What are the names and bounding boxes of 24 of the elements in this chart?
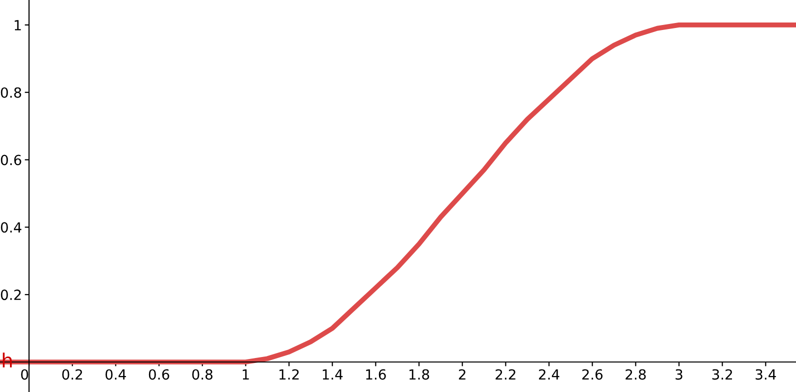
x-tick-label: 3.4 — [756, 369, 776, 380]
y-tick-label: 0.4 — [0, 222, 22, 233]
y-tick-label: 1 — [14, 20, 21, 30]
x-tick-label: 0.4 — [106, 369, 126, 380]
x-tick-label: 0.6 — [148, 369, 170, 380]
x-tick-label: 1.8 — [410, 369, 430, 380]
x-tick-label: 1.2 — [280, 369, 299, 380]
y-tick-label: 0.2 — [0, 290, 21, 300]
x-tick-label: 0 — [21, 369, 28, 380]
x-tick-label: 2.8 — [626, 369, 646, 380]
x-tick-label: 2.4 — [538, 369, 560, 380]
x-tick-label: 2.6 — [582, 369, 603, 380]
series-label: h — [2, 352, 12, 368]
x-tick-label: 2.2 — [496, 369, 516, 380]
x-tick-label: 3 — [676, 369, 682, 380]
y-tick-label: 0.8 — [0, 87, 22, 98]
x-tick-label: 0.8 — [192, 369, 212, 380]
x-tick-label: 2 — [458, 369, 466, 380]
x-tick-label: 1 — [242, 369, 249, 380]
x-tick-label: 0.2 — [62, 369, 82, 380]
y-tick-label: 0.6 — [0, 154, 22, 166]
x-tick-label: 1.4 — [322, 369, 343, 380]
x-tick-label: 1.6 — [366, 369, 386, 380]
x-tick-label: 3.2 — [712, 369, 732, 380]
